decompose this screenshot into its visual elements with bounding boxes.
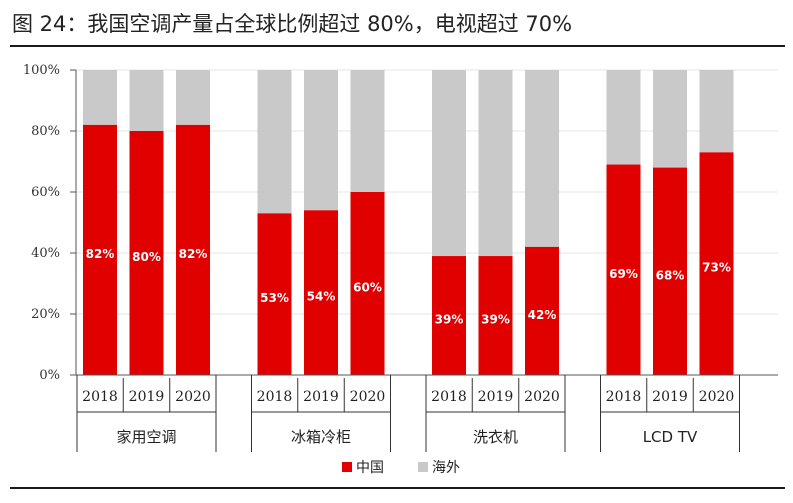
bar-domestic: [304, 210, 338, 375]
bar-domestic: [129, 131, 164, 375]
bar-domestic: [699, 152, 734, 375]
legend-swatch: [418, 462, 428, 472]
bar-overseas: [525, 70, 559, 247]
bar-value-label: 42%: [528, 308, 557, 322]
bar-overseas: [129, 70, 164, 131]
bar-value-label: 54%: [307, 290, 336, 304]
x-tick-label: 2018: [431, 389, 467, 405]
bar-overseas: [699, 70, 734, 153]
bar-overseas: [653, 70, 687, 168]
bar-overseas: [432, 70, 466, 257]
bar-domestic: [606, 164, 641, 375]
x-tick-label: 2019: [303, 389, 339, 405]
group-label: LCD TV: [643, 428, 698, 446]
bar-overseas: [350, 70, 385, 192]
x-tick-label: 2020: [699, 389, 735, 405]
bar-overseas: [478, 70, 513, 257]
bar-overseas: [304, 70, 338, 211]
x-tick-label: 2018: [606, 389, 642, 405]
bar-value-label: 82%: [179, 247, 208, 261]
bar-overseas: [606, 70, 641, 165]
bar-domestic: [432, 256, 466, 375]
bar-overseas: [83, 70, 117, 125]
bar-overseas: [176, 70, 210, 125]
y-tick-label: 40%: [31, 246, 60, 261]
x-tick-label: 2018: [82, 389, 118, 405]
y-tick-label: 60%: [31, 185, 60, 200]
bar-value-label: 53%: [260, 291, 289, 305]
y-tick-label: 80%: [31, 124, 60, 139]
bar-domestic: [653, 167, 687, 375]
x-tick-label: 2019: [652, 389, 688, 405]
y-tick-label: 20%: [31, 307, 60, 322]
x-tick-label: 2020: [524, 389, 560, 405]
bar-overseas: [257, 70, 292, 214]
title-rule: [10, 45, 785, 47]
x-tick-label: 2020: [175, 389, 211, 405]
bar-value-label: 69%: [609, 267, 638, 281]
group-label: 洗衣机: [473, 428, 518, 446]
x-tick-label: 2019: [129, 389, 165, 405]
y-tick-label: 0%: [39, 368, 60, 383]
x-tick-label: 2019: [478, 389, 514, 405]
bar-value-label: 60%: [353, 281, 382, 295]
legend-swatch: [342, 462, 352, 472]
bottom-rule: [10, 487, 785, 489]
y-tick-label: 100%: [23, 63, 60, 78]
bar-value-label: 73%: [702, 261, 731, 275]
bar-value-label: 80%: [132, 250, 161, 264]
bar-domestic: [350, 192, 385, 375]
x-tick-label: 2018: [257, 389, 293, 405]
bar-domestic: [525, 246, 559, 375]
bar-value-label: 39%: [481, 313, 510, 327]
bar-value-label: 68%: [656, 268, 685, 282]
bar-value-label: 82%: [86, 247, 115, 261]
bar-domestic: [478, 256, 513, 375]
legend-label: 中国: [356, 460, 384, 476]
group-label: 冰箱冷柜: [291, 428, 351, 446]
bar-value-label: 39%: [435, 313, 464, 327]
figure-title: 图 24：我国空调产量占全球比例超过 80%，电视超过 70%: [12, 12, 573, 36]
group-label: 家用空调: [116, 428, 176, 446]
bar-domestic: [83, 124, 117, 376]
bar-domestic: [257, 213, 292, 375]
x-tick-label: 2020: [350, 389, 386, 405]
legend-label: 海外: [432, 460, 460, 476]
bar-domestic: [176, 124, 210, 376]
